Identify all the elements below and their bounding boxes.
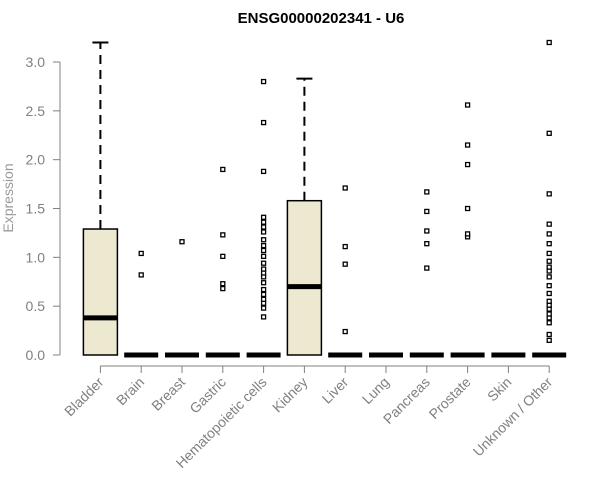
outlier-point	[260, 229, 267, 235]
x-tick-label: Skin	[484, 374, 515, 405]
outlier-point	[464, 205, 471, 212]
box-group	[246, 78, 281, 358]
box-group	[205, 166, 240, 358]
box-group	[450, 102, 485, 358]
x-tick-label: Brain	[113, 374, 147, 408]
outlier-point	[260, 291, 267, 298]
outlier-point	[260, 286, 267, 293]
outlier-point	[260, 314, 267, 320]
outlier-point	[260, 247, 267, 254]
outlier-point	[546, 258, 552, 264]
box-group	[124, 250, 159, 358]
outlier-point	[220, 285, 226, 292]
outlier-point	[546, 274, 552, 280]
outlier-point	[546, 130, 552, 136]
outlier-point	[546, 231, 552, 237]
box-body	[286, 199, 323, 356]
outlier-point	[342, 328, 348, 335]
outlier-point	[342, 243, 348, 250]
x-tick-label: Kidney	[269, 374, 311, 416]
outlier-point	[342, 261, 348, 267]
y-axis-title: Expression	[0, 163, 16, 232]
outlier-point	[220, 166, 226, 173]
outlier-point	[220, 232, 226, 238]
outlier-point	[424, 189, 430, 195]
boxes-layer	[82, 39, 567, 358]
outlier-point	[138, 272, 144, 278]
outlier-point	[220, 281, 226, 287]
outlier-point	[546, 283, 552, 289]
outlier-point	[546, 337, 552, 344]
outlier-point	[260, 296, 267, 302]
outlier-point	[546, 290, 552, 297]
box-group	[82, 41, 119, 356]
outlier-point	[260, 280, 267, 286]
x-tick-label: Liver	[319, 374, 352, 407]
y-tick-label: 2.0	[26, 152, 46, 168]
y-tick-label: 2.5	[26, 103, 46, 119]
y-tick-label: 1.0	[26, 249, 46, 265]
y-axis: 0.0 0.5 1.0 1.5 2.0 2.5 3.0	[26, 54, 61, 363]
outlier-point	[424, 265, 430, 271]
outlier-point	[260, 214, 267, 220]
outlier-point	[546, 320, 552, 326]
outlier-point	[546, 331, 552, 338]
box-body	[82, 228, 119, 356]
outlier-point	[546, 311, 552, 317]
outlier-point	[260, 242, 267, 249]
box-group	[286, 77, 323, 356]
outlier-point	[464, 161, 471, 168]
outlier-point	[260, 168, 267, 175]
outlier-point	[546, 221, 552, 227]
outlier-point	[138, 250, 144, 257]
outlier-point	[546, 241, 552, 247]
box-group	[532, 39, 567, 358]
box-group	[409, 189, 444, 358]
outlier-point	[260, 260, 267, 266]
chart-title: ENSG00000202341 - U6	[238, 10, 405, 27]
outlier-point	[260, 119, 267, 126]
outlier-point	[424, 228, 430, 234]
outlier-point	[260, 78, 267, 85]
outlier-point	[424, 241, 430, 247]
outlier-point	[546, 39, 552, 46]
outlier-point	[260, 224, 267, 230]
y-tick-label: 0.5	[26, 298, 46, 314]
outlier-point	[260, 237, 267, 243]
box-group	[328, 185, 363, 358]
outlier-point	[546, 250, 552, 257]
outlier-point	[260, 266, 267, 272]
x-tick-label: Bladder	[61, 374, 107, 420]
x-tick-label: Breast	[148, 374, 188, 414]
outlier-point	[342, 185, 348, 191]
outlier-point	[424, 208, 430, 215]
outlier-point	[260, 253, 267, 260]
x-tick-label: Lung	[359, 374, 392, 407]
box-group	[165, 239, 199, 358]
outlier-point	[546, 298, 552, 304]
outlier-point	[464, 231, 471, 237]
outlier-point	[220, 253, 226, 260]
y-tick-label: 3.0	[26, 54, 46, 70]
outlier-point	[260, 219, 267, 225]
outlier-point	[260, 305, 267, 311]
y-tick-label: 1.5	[26, 201, 46, 217]
x-tick-label: Prostate	[426, 374, 474, 422]
outlier-point	[464, 102, 471, 108]
outlier-point	[179, 239, 185, 245]
outlier-point	[546, 264, 552, 270]
y-tick-label: 0.0	[26, 347, 46, 363]
outlier-point	[546, 191, 552, 197]
outlier-point	[464, 142, 471, 148]
